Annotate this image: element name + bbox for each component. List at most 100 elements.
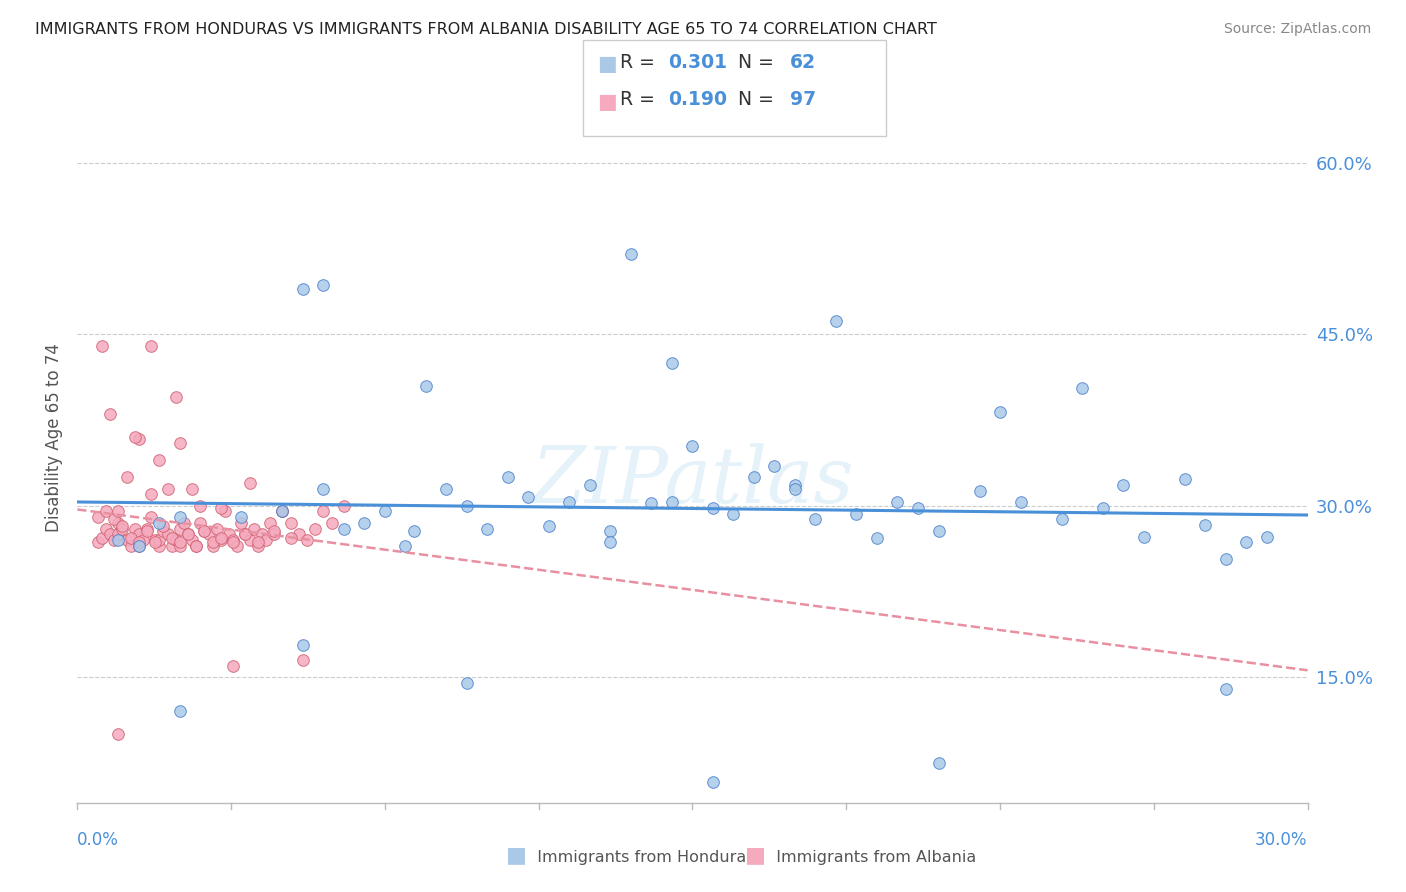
Point (169, 521, 191, 535)
Point (231, 510, 253, 524)
Point (661, 495, 683, 509)
Point (222, 658, 245, 673)
Point (201, 539, 224, 553)
Point (107, 527, 129, 541)
Point (169, 539, 191, 553)
Text: 0.0%: 0.0% (77, 831, 120, 849)
Point (143, 533, 166, 547)
Point (661, 356, 683, 370)
Point (402, 524, 425, 538)
Point (374, 504, 396, 518)
Point (111, 521, 134, 535)
Point (682, 439, 704, 453)
Point (124, 521, 146, 535)
Point (193, 524, 215, 538)
Point (271, 504, 294, 518)
Point (928, 524, 950, 538)
Point (263, 527, 285, 541)
Text: Immigrants from Honduras: Immigrants from Honduras (527, 850, 755, 865)
Point (271, 504, 294, 518)
Point (1050, 512, 1073, 526)
Point (763, 458, 786, 473)
Point (477, 521, 499, 535)
Point (136, 524, 159, 538)
Text: Immigrants from Albania: Immigrants from Albania (766, 850, 977, 865)
Point (599, 535, 621, 549)
Point (132, 533, 155, 547)
Point (271, 504, 294, 518)
Point (136, 521, 159, 535)
Point (333, 499, 356, 513)
Point (169, 435, 191, 450)
Text: Source: ZipAtlas.com: Source: ZipAtlas.com (1223, 22, 1371, 37)
Point (291, 653, 314, 667)
Point (188, 499, 212, 513)
Point (226, 539, 249, 553)
Point (107, 504, 129, 518)
Point (620, 247, 643, 261)
Point (152, 519, 174, 533)
Point (312, 482, 335, 496)
Point (209, 533, 232, 547)
Point (394, 539, 416, 553)
Point (321, 516, 343, 530)
Point (156, 527, 179, 541)
Point (103, 533, 125, 547)
Point (111, 519, 134, 533)
Text: 30.0%: 30.0% (1256, 831, 1308, 849)
Point (141, 510, 163, 524)
Point (98, 407, 121, 421)
Point (288, 527, 311, 541)
Point (723, 507, 745, 521)
Point (90, 531, 114, 545)
Point (456, 675, 478, 690)
Point (165, 390, 187, 404)
Point (804, 512, 827, 526)
Point (107, 727, 129, 741)
Point (115, 533, 138, 547)
Point (148, 539, 170, 553)
Point (141, 487, 163, 501)
Point (222, 535, 245, 549)
Point (115, 470, 138, 484)
Point (186, 539, 208, 553)
Point (783, 482, 806, 496)
Point (128, 539, 150, 553)
Point (169, 535, 191, 549)
Point (1112, 478, 1135, 492)
Point (246, 535, 269, 549)
Point (783, 478, 806, 492)
Point (173, 516, 195, 530)
Point (231, 516, 253, 530)
Point (124, 430, 146, 444)
Point (263, 524, 285, 538)
Point (742, 470, 765, 484)
Point (160, 539, 183, 553)
Point (165, 533, 187, 547)
Point (1215, 681, 1237, 696)
Text: ■: ■ (598, 54, 617, 74)
Point (537, 519, 560, 533)
Point (1010, 495, 1032, 509)
Point (415, 378, 437, 392)
Text: R =: R = (620, 90, 661, 109)
Point (291, 281, 314, 295)
Point (312, 504, 335, 518)
Point (1071, 381, 1094, 395)
Point (201, 535, 224, 549)
Point (988, 405, 1011, 419)
Point (98, 527, 121, 541)
Y-axis label: Disability Age 65 to 74: Disability Age 65 to 74 (45, 343, 63, 532)
Point (94, 521, 117, 535)
Point (353, 516, 375, 530)
Point (205, 521, 228, 535)
Point (246, 539, 269, 553)
Point (156, 482, 179, 496)
Point (496, 470, 519, 484)
Point (120, 531, 142, 545)
Point (517, 490, 540, 504)
Point (259, 516, 281, 530)
Point (1215, 552, 1237, 566)
Point (436, 482, 458, 496)
Point (235, 527, 257, 541)
